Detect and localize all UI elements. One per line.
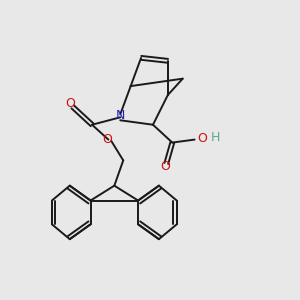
Text: O: O [65, 98, 75, 110]
Text: O: O [197, 132, 207, 145]
Text: O: O [102, 133, 112, 146]
Text: H: H [211, 131, 220, 144]
Text: O: O [160, 160, 170, 173]
Text: N: N [116, 109, 125, 122]
